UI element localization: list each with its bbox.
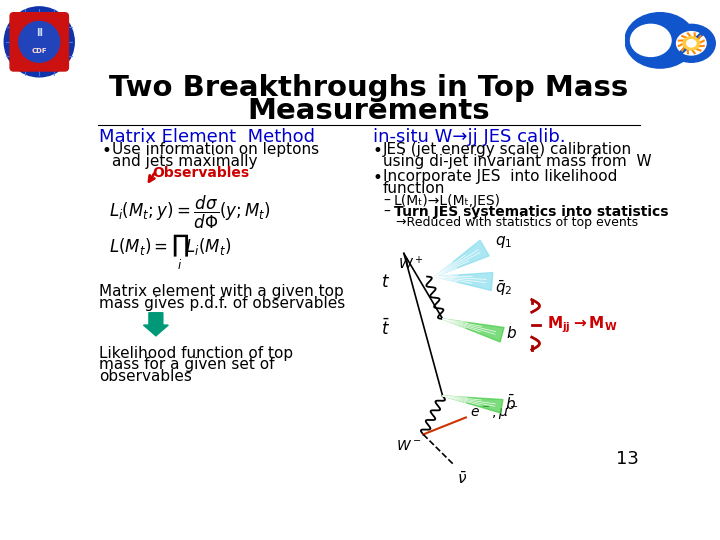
Text: $t$: $t$: [381, 273, 390, 291]
Text: in-situ W→jj JES calib.: in-situ W→jj JES calib.: [373, 128, 565, 146]
Text: $\bar{t}$: $\bar{t}$: [381, 318, 390, 339]
Text: •: •: [373, 168, 383, 187]
Text: $e^-,\mu^-$: $e^-,\mu^-$: [469, 405, 519, 422]
Text: observables: observables: [99, 369, 192, 384]
Text: mass for a given set of: mass for a given set of: [99, 357, 275, 373]
Text: L(Mₜ)→L(Mₜ,JES): L(Mₜ)→L(Mₜ,JES): [394, 194, 501, 208]
Text: Matrix Element  Method: Matrix Element Method: [99, 128, 315, 146]
Text: CDF: CDF: [32, 48, 47, 53]
Text: –: –: [383, 194, 390, 208]
Circle shape: [625, 12, 695, 68]
Text: $\bar{q}_2$: $\bar{q}_2$: [495, 279, 513, 298]
Circle shape: [683, 37, 700, 50]
Polygon shape: [435, 273, 493, 291]
Text: Turn JES systematics into statistics: Turn JES systematics into statistics: [394, 205, 668, 219]
Text: D: D: [638, 29, 658, 52]
Text: Measurements: Measurements: [248, 97, 490, 125]
Text: mass gives p.d.f. of observables: mass gives p.d.f. of observables: [99, 296, 346, 311]
Text: →Reduced with statistics of top events: →Reduced with statistics of top events: [396, 217, 638, 230]
Text: $W^-$: $W^-$: [396, 439, 422, 453]
Text: Likelihood function of top: Likelihood function of top: [99, 346, 294, 361]
Text: •: •: [102, 142, 112, 160]
FancyBboxPatch shape: [10, 12, 68, 71]
Polygon shape: [443, 396, 503, 413]
Text: Use information on leptons: Use information on leptons: [112, 142, 319, 157]
Circle shape: [687, 39, 696, 47]
Text: function: function: [383, 181, 446, 196]
Text: using di-jet invariant mass from  W: using di-jet invariant mass from W: [383, 154, 652, 169]
Text: $\mathbf{M_{jj}{\rightarrow}M_W}$: $\mathbf{M_{jj}{\rightarrow}M_W}$: [547, 314, 618, 335]
Circle shape: [19, 22, 60, 62]
Text: II: II: [36, 28, 42, 38]
Text: $L_i(M_t; y) = \dfrac{d\sigma}{d\Phi}(y; M_t)$: $L_i(M_t; y) = \dfrac{d\sigma}{d\Phi}(y;…: [109, 194, 271, 231]
Text: $\bar{b}$: $\bar{b}$: [505, 394, 516, 413]
Text: Matrix element with a given top: Matrix element with a given top: [99, 284, 344, 299]
Text: Two Breakthroughs in Top Mass: Two Breakthroughs in Top Mass: [109, 74, 629, 102]
Circle shape: [667, 24, 715, 62]
Text: –: –: [383, 205, 390, 219]
Text: $b$: $b$: [506, 325, 517, 341]
Circle shape: [631, 24, 671, 56]
Text: and jets maximally: and jets maximally: [112, 154, 257, 169]
Circle shape: [677, 32, 706, 55]
Polygon shape: [435, 240, 489, 276]
Circle shape: [4, 7, 74, 77]
Text: Observables: Observables: [152, 166, 249, 180]
Text: $q_1$: $q_1$: [495, 234, 513, 250]
FancyArrow shape: [143, 313, 168, 336]
Text: JES (jet energy scale) calibration: JES (jet energy scale) calibration: [383, 142, 632, 157]
Text: •: •: [373, 142, 383, 160]
Text: $W^+$: $W^+$: [397, 255, 423, 273]
Text: $\bar{\nu}$: $\bar{\nu}$: [456, 471, 467, 488]
Text: Incorporate JES  into likelihood: Incorporate JES into likelihood: [383, 168, 617, 184]
Text: 13: 13: [616, 450, 639, 468]
Polygon shape: [443, 319, 504, 342]
Text: $L(M_t) = \prod_i L_i(M_t)$: $L(M_t) = \prod_i L_i(M_t)$: [109, 232, 232, 272]
